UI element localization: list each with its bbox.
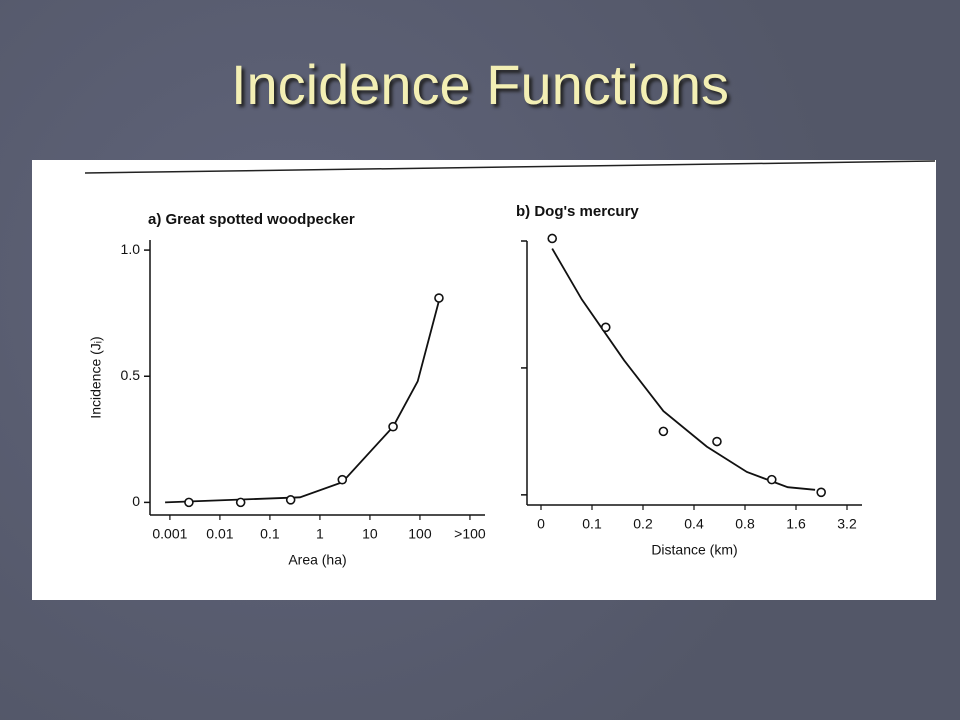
- fit-curve: [165, 300, 440, 504]
- figure-panel: [32, 160, 936, 600]
- x-tick-label: >100: [454, 526, 486, 542]
- x-tick-label: 0.01: [206, 526, 233, 542]
- x-tick-label: 3.2: [837, 516, 857, 532]
- rule: [84, 160, 936, 174]
- data-point: [235, 497, 246, 508]
- data-point: [184, 497, 194, 508]
- y-axis-label: Incidence (Jᵢ): [88, 336, 104, 418]
- x-tick-label: 1: [316, 526, 324, 542]
- x-tick-label: 0.4: [684, 516, 704, 532]
- data-point: [712, 436, 722, 447]
- y-tick-label: 0.5: [121, 367, 141, 383]
- x-axis-label: Area (ha): [288, 552, 346, 568]
- slide-title: Incidence Functions: [230, 53, 730, 116]
- x-tick-label: 1.6: [786, 516, 806, 532]
- x-tick-label: 0.1: [582, 516, 602, 532]
- data-point: [337, 474, 348, 485]
- y-tick-label: 0: [132, 493, 140, 509]
- x-tick-label: 10: [362, 526, 378, 542]
- x-axis-label: Distance (km): [651, 542, 737, 558]
- x-tick-label: 0.001: [152, 526, 187, 542]
- data-point: [816, 487, 826, 498]
- data-point: [547, 233, 558, 244]
- chart-title: b) Dog's mercury: [516, 203, 639, 220]
- fit-curve: [551, 248, 816, 491]
- y-tick-label: 1.0: [121, 241, 141, 257]
- data-point: [766, 474, 777, 485]
- data-point: [600, 322, 611, 333]
- data-point: [285, 495, 296, 505]
- x-tick-label: 0.8: [735, 516, 755, 532]
- data-point: [434, 293, 444, 303]
- x-tick-label: 0: [537, 516, 545, 532]
- data-point: [658, 426, 669, 437]
- x-tick-label: 0.2: [633, 516, 653, 532]
- x-tick-label: 100: [408, 526, 432, 542]
- chart-title: a) Great spotted woodpecker: [148, 211, 355, 228]
- x-tick-label: 0.1: [260, 526, 280, 542]
- data-point: [388, 421, 398, 432]
